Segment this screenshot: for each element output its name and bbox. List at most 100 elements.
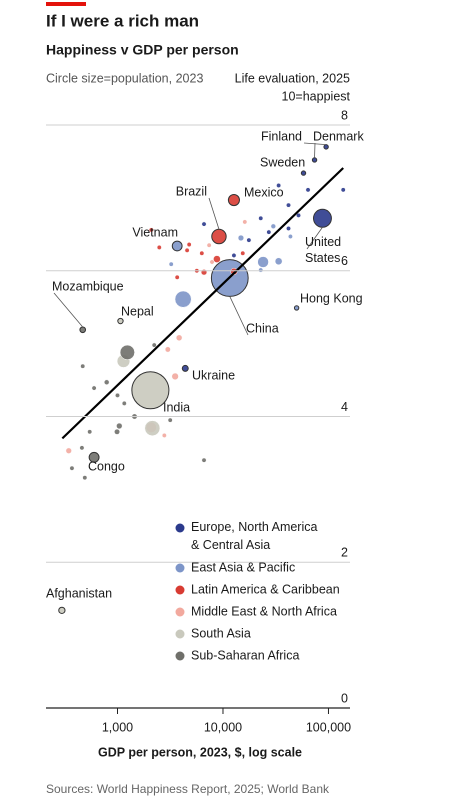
bubble — [164, 346, 171, 353]
country-label: Mozambique — [52, 279, 124, 293]
bubble — [186, 242, 192, 247]
legend-label: South Asia — [191, 626, 251, 640]
bubble — [257, 256, 269, 268]
bubble — [293, 305, 300, 311]
bubble — [286, 226, 291, 231]
leader-line — [53, 292, 84, 328]
bubble — [148, 227, 154, 233]
bubble — [119, 344, 135, 360]
bubble — [340, 187, 346, 193]
bubble — [323, 144, 329, 150]
bubble — [209, 259, 215, 265]
bubble — [201, 457, 207, 463]
bubble — [156, 244, 162, 250]
legend-swatch — [175, 629, 185, 639]
bubble — [287, 234, 293, 239]
legend-label: Sub-Saharan Africa — [191, 648, 299, 662]
bubble — [246, 237, 252, 243]
country-label: China — [246, 321, 279, 335]
bubble — [206, 242, 212, 248]
bubble — [79, 445, 85, 451]
legend-swatch — [175, 563, 185, 573]
labels: Finland Denmark Sweden United States Ukraine C… — [46, 129, 364, 600]
country-label: Hong Kong — [300, 291, 363, 305]
bubble — [184, 247, 190, 253]
country-label: Finland — [261, 129, 302, 143]
bubble — [174, 290, 192, 308]
x-axis-title: GDP per person, 2023, $, log scale — [98, 745, 302, 759]
country-label: Mexico — [244, 185, 284, 199]
bubble — [286, 202, 291, 208]
bubble — [258, 267, 264, 273]
y-axis-title: Life evaluation, 2025 — [235, 71, 350, 85]
bubble — [305, 187, 311, 193]
leader-line — [208, 197, 220, 230]
legend-label: Latin America & Caribbean — [191, 582, 340, 596]
legend-label: Middle East & North Africa — [191, 604, 337, 618]
legend-swatch — [175, 607, 185, 617]
legend-swatch — [175, 651, 185, 661]
country-label: United States — [305, 235, 341, 265]
bubble — [87, 429, 93, 435]
bubble — [258, 215, 264, 221]
x-tick-label: 100,000 — [306, 720, 351, 734]
legend-swatch — [175, 585, 185, 595]
x-tick-label: 1,000 — [102, 720, 133, 734]
country-label: Ukraine — [192, 368, 235, 382]
x-tick-label: 10,000 — [204, 720, 242, 734]
country-label: Denmark — [313, 129, 364, 143]
bubble — [175, 334, 183, 342]
bubble — [270, 223, 276, 229]
bubble — [88, 451, 100, 463]
bubble — [296, 212, 301, 218]
bubble — [312, 208, 332, 228]
y-tick-label: 2 — [341, 546, 348, 560]
country-label: Nepal — [121, 304, 154, 318]
bubble — [82, 475, 88, 481]
bubble — [227, 194, 240, 207]
bubble — [65, 447, 72, 454]
country-label: Congo — [88, 459, 125, 473]
y-axis-note: 10=happiest — [282, 89, 351, 103]
country-label: Afghanistan — [46, 586, 112, 600]
source: Sources: World Happiness Report, 2025; W… — [46, 782, 330, 796]
bubble — [144, 420, 161, 437]
bubble — [131, 371, 170, 410]
bubble — [237, 234, 245, 242]
bubble — [103, 379, 110, 385]
legend-label: East Asia & Pacific — [191, 560, 295, 574]
country-label: Sweden — [260, 155, 305, 169]
bubble — [242, 219, 248, 225]
chart-subtitle: Happiness v GDP per person — [46, 42, 239, 58]
bubble — [274, 257, 283, 266]
bubble — [151, 342, 157, 348]
bubble — [80, 363, 86, 369]
trend-line — [61, 167, 344, 440]
size-note: Circle size=population, 2023 — [46, 71, 203, 85]
bubble — [117, 317, 124, 325]
bubble — [300, 170, 307, 176]
bubble — [211, 228, 227, 245]
bubble — [174, 274, 180, 280]
y-tick-label: 6 — [341, 254, 348, 268]
bubble — [181, 364, 189, 372]
legend-swatch — [175, 523, 185, 533]
bubble — [79, 326, 87, 334]
bubble — [121, 400, 127, 406]
y-tick-label: 0 — [341, 691, 348, 705]
bubble — [168, 261, 174, 267]
brand-bar — [46, 2, 86, 6]
bubble — [266, 229, 272, 235]
country-label: India — [163, 400, 190, 414]
bubble — [116, 422, 123, 430]
bubble — [161, 432, 167, 438]
y-tick-label: 4 — [341, 400, 348, 414]
bubble — [114, 428, 120, 435]
legend-label: Europe, North America & Central Asia — [191, 520, 317, 552]
bubble — [201, 221, 207, 227]
y-tick-label: 8 — [341, 108, 348, 122]
country-label: Brazil — [176, 184, 207, 198]
bubble — [58, 606, 66, 614]
bubble — [276, 183, 282, 188]
bubble — [171, 240, 183, 252]
